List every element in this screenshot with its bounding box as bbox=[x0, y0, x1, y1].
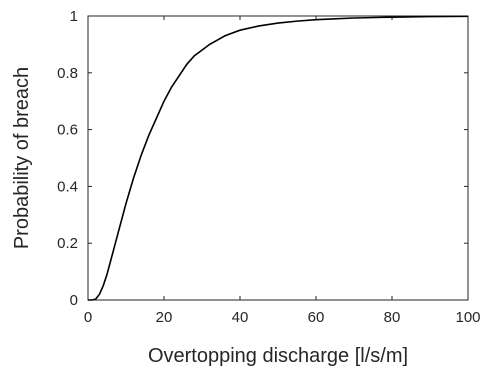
y-tick-label: 0.6 bbox=[57, 122, 78, 139]
y-tick-label: 1 bbox=[70, 8, 78, 25]
x-axis-label: Overtopping discharge [l/s/m] bbox=[148, 345, 408, 367]
x-tick-label: 100 bbox=[455, 309, 480, 326]
axis-box bbox=[87, 15, 469, 301]
x-tick-label: 80 bbox=[384, 309, 401, 326]
x-tick-label: 40 bbox=[232, 309, 249, 326]
y-tick-label: 0.4 bbox=[57, 178, 78, 195]
x-tick-label: 0 bbox=[84, 309, 92, 326]
plot-area bbox=[88, 15, 469, 301]
y-tick-label: 0.2 bbox=[57, 235, 78, 252]
axis-labels: Overtopping discharge [l/s/m] Probabilit… bbox=[11, 67, 408, 367]
x-tick-label: 20 bbox=[156, 309, 173, 326]
y-axis-label: Probability of breach bbox=[11, 67, 33, 249]
axes: 0 20 40 60 80 100 0 0.2 0.4 0.6 0.8 1 bbox=[57, 8, 480, 326]
x-tick-label: 60 bbox=[308, 309, 325, 326]
y-tick-label: 0 bbox=[70, 292, 78, 309]
y-tick-label: 0.8 bbox=[57, 65, 78, 82]
breach-probability-curve bbox=[88, 15, 469, 301]
